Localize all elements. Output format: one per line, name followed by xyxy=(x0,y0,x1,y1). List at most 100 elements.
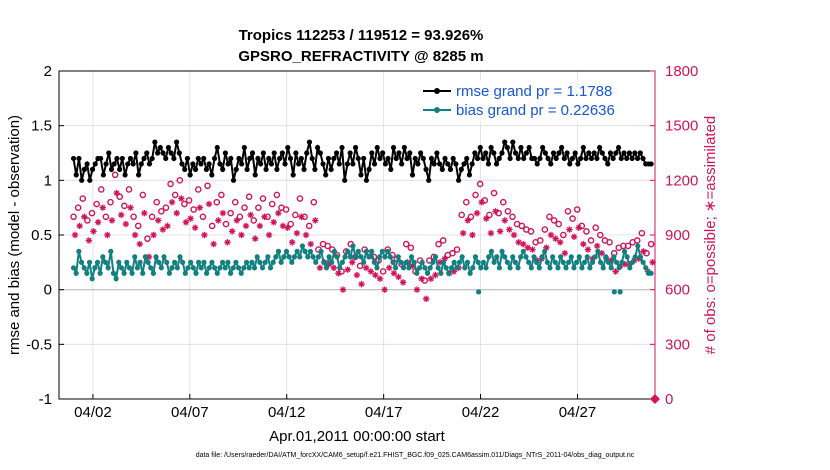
rmse-point xyxy=(304,150,310,156)
assimilated-obs-point xyxy=(224,239,231,246)
rmse-point xyxy=(306,139,313,145)
bias-point xyxy=(270,259,276,265)
assimilated-obs-point xyxy=(228,228,236,235)
bias-point xyxy=(406,265,412,271)
rmse-point xyxy=(163,155,169,162)
assimilated-obs-point xyxy=(141,209,148,217)
assimilated-obs-point xyxy=(464,217,471,224)
rmse-point xyxy=(412,155,418,162)
bias-point xyxy=(627,265,633,271)
bias-point xyxy=(169,265,175,271)
rmse-point xyxy=(195,155,201,162)
assimilated-obs-point xyxy=(94,219,102,226)
possible-obs-point xyxy=(181,200,188,208)
assimilated-obs-point xyxy=(580,240,587,248)
possible-obs-point xyxy=(282,206,290,213)
rmse-point xyxy=(599,150,605,156)
rmse-point xyxy=(361,155,367,162)
bias-point xyxy=(337,265,343,271)
rmse-point xyxy=(252,172,258,178)
rmse-point xyxy=(122,172,128,178)
bias-point xyxy=(475,259,481,265)
rmse-point xyxy=(534,161,540,167)
assimilated-obs-point xyxy=(584,246,592,253)
rmse-point xyxy=(591,150,597,156)
possible-obs-point xyxy=(74,204,82,211)
bias-point xyxy=(92,265,98,271)
bias-point xyxy=(201,259,207,265)
assimilated-obs-point xyxy=(215,217,222,224)
rmse-point xyxy=(442,155,448,162)
possible-obs-point xyxy=(449,249,456,257)
rmse-point xyxy=(111,161,117,167)
bias-point xyxy=(480,259,487,265)
bias-point xyxy=(451,259,457,265)
bias-point xyxy=(94,259,101,265)
rmse-point xyxy=(206,161,212,167)
rmse-point xyxy=(141,155,147,162)
rmse-point xyxy=(290,172,296,178)
bias-point xyxy=(243,259,250,265)
rmse-point xyxy=(382,161,388,167)
rmse-point xyxy=(301,166,307,172)
rmse-point xyxy=(618,155,624,162)
possible-obs-point xyxy=(88,209,96,217)
rmse-point xyxy=(103,161,109,167)
rmse-point xyxy=(92,161,98,167)
possible-obs-point xyxy=(144,235,151,242)
rmse-point xyxy=(561,155,567,162)
bias-point xyxy=(249,259,255,265)
rmse-point xyxy=(369,150,375,156)
rmse-point xyxy=(187,172,193,178)
rmse-point xyxy=(152,139,158,145)
assimilated-obs-point xyxy=(390,270,398,277)
bias-point xyxy=(286,254,292,260)
bias-point xyxy=(265,254,271,260)
rmse-point xyxy=(504,144,511,151)
rmse-point xyxy=(350,161,356,167)
bias-point xyxy=(499,248,505,254)
assimilated-obs-point xyxy=(256,222,264,230)
rmse-point xyxy=(133,150,139,156)
bias-point xyxy=(297,254,303,260)
assimilated-obs-point xyxy=(233,217,240,224)
possible-obs-point xyxy=(560,231,567,239)
bias-point xyxy=(76,248,82,254)
rmse-point xyxy=(483,150,489,156)
rmse-point xyxy=(553,155,559,162)
bias-point xyxy=(454,265,460,271)
rmse-point xyxy=(567,161,573,167)
assimilated-obs-point xyxy=(386,264,393,271)
rmse-point xyxy=(125,161,131,167)
possible-obs-point xyxy=(245,193,253,201)
possible-obs-point xyxy=(462,198,470,206)
bias-point xyxy=(403,259,409,265)
rmse-point xyxy=(605,161,611,167)
bias-point xyxy=(366,254,372,260)
possible-obs-point xyxy=(296,195,304,202)
possible-obs-point xyxy=(125,186,133,193)
rmse-point xyxy=(298,155,304,162)
assimilated-obs-point xyxy=(293,229,301,237)
bias-point xyxy=(212,265,218,271)
bias-point xyxy=(648,270,654,276)
bias-point xyxy=(379,248,385,254)
possible-obs-point xyxy=(606,238,613,246)
bias-point xyxy=(494,254,500,260)
bias-point xyxy=(281,254,287,260)
bias-point xyxy=(299,243,306,249)
assimilated-obs-point xyxy=(552,235,559,242)
bias-point xyxy=(456,259,463,265)
bias-point xyxy=(310,254,316,260)
bias-point xyxy=(478,265,484,271)
rmse-point xyxy=(314,144,321,151)
bias-point xyxy=(571,265,577,271)
bias-point xyxy=(589,259,596,265)
assimilated-obs-point xyxy=(85,237,93,244)
rmse-point xyxy=(550,150,557,156)
rmse-point xyxy=(165,144,172,151)
rmse-point xyxy=(518,144,524,151)
bias-point xyxy=(78,259,85,265)
bias-point xyxy=(507,265,513,271)
assimilated-obs-point xyxy=(529,246,536,253)
